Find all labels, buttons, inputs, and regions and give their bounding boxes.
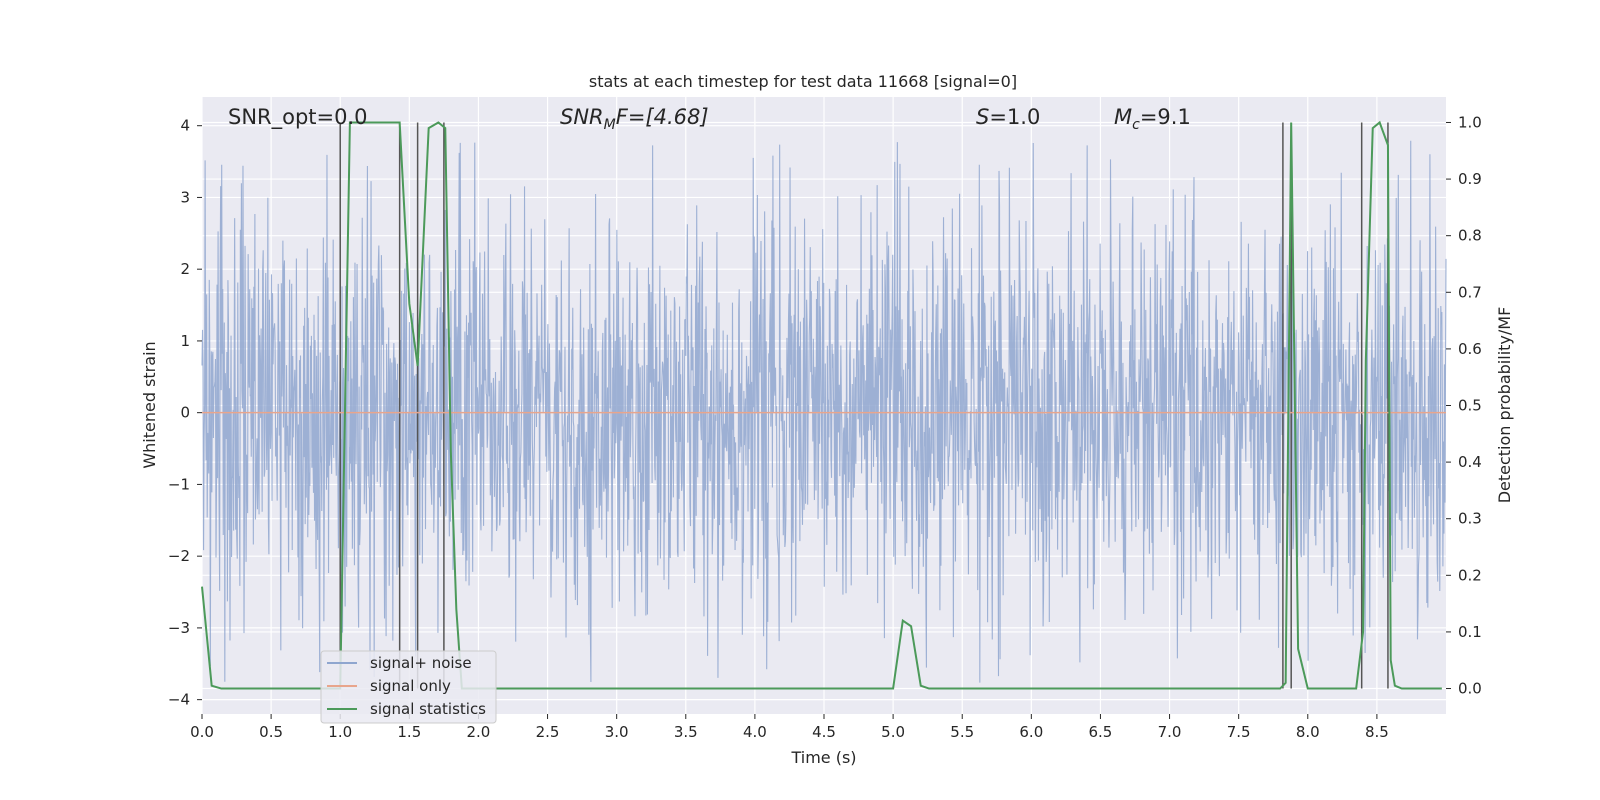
x-tick-label: 1.5 — [397, 723, 421, 741]
x-tick-label: 7.5 — [1227, 723, 1251, 741]
y-right-tick-label: 0.4 — [1458, 453, 1482, 471]
legend-label-statistics: signal statistics — [370, 700, 486, 718]
snr-mf-subscript: M — [604, 117, 616, 133]
snr-mf-prefix: SNR — [560, 105, 604, 129]
noise-line — [201, 140, 1447, 683]
y-right-tick-label: 0.0 — [1458, 680, 1482, 698]
x-tick-label: 0.5 — [259, 723, 283, 741]
y-tick-label: 4 — [180, 117, 190, 135]
y-tick-label: −2 — [168, 547, 190, 565]
s-annotation: S=1.0 — [976, 105, 1040, 129]
snr-opt-annotation: SNR_opt=0.0 — [228, 105, 368, 130]
y-right-tick-label: 0.8 — [1458, 227, 1482, 245]
mc-symbol: M — [1114, 105, 1132, 129]
x-tick-label: 1.0 — [328, 723, 352, 741]
x-tick-label: 2.0 — [467, 723, 491, 741]
signal-noise-series — [201, 140, 1447, 683]
y-axis-label: Whitened strain — [140, 341, 159, 468]
y-tick-label: 2 — [180, 260, 190, 278]
y-tick-label: −1 — [168, 475, 190, 493]
mc-subscript: c — [1132, 117, 1140, 133]
y-right-tick-label: 0.3 — [1458, 510, 1482, 528]
y-right-tick-label: 0.5 — [1458, 397, 1482, 415]
y-tick-label: 1 — [180, 332, 190, 350]
x-tick-label: 5.5 — [950, 723, 974, 741]
s-symbol: S — [976, 105, 989, 129]
y-tick-label: 3 — [180, 188, 190, 206]
snr-mf-tail: F=[4.68] — [616, 105, 709, 129]
mc-annotation: Mc=9.1 — [1114, 105, 1191, 133]
y-right-tick-label: 0.9 — [1458, 170, 1482, 188]
y-right-tick-label: 0.1 — [1458, 623, 1482, 641]
y-right-tick-label: 1.0 — [1458, 113, 1482, 131]
statistics-line — [201, 120, 1442, 690]
x-tick-label: 6.5 — [1089, 723, 1113, 741]
legend: signal+ noise signal only signal statist… — [320, 650, 497, 724]
y-tick-label: −3 — [168, 619, 190, 637]
x-tick-label: 4.0 — [743, 723, 767, 741]
mc-value: =9.1 — [1140, 105, 1191, 129]
y-right-axis-label: Detection probability/MF — [1495, 307, 1514, 504]
x-axis-ticks: 0.0 0.5 1.0 1.5 2.0 2.5 3.0 3.5 4.0 4.5 5.0 5.5 6.0 6… — [190, 714, 1389, 741]
x-tick-label: 0.0 — [190, 723, 214, 741]
s-value: =1.0 — [989, 105, 1040, 129]
legend-label-signal-only: signal only — [370, 677, 451, 695]
y-right-tick-label: 0.6 — [1458, 340, 1482, 358]
x-tick-label: 6.0 — [1019, 723, 1043, 741]
y-right-axis-ticks: 1.0 0.9 0.8 0.7 0.6 0.5 0.4 0.3 0.2 0.1 0.0 — [1446, 113, 1482, 698]
y-right-tick-label: 0.2 — [1458, 566, 1482, 584]
chart-title: stats at each timestep for test data 116… — [589, 72, 1017, 91]
x-tick-label: 4.5 — [812, 723, 836, 741]
x-tick-label: 3.0 — [605, 723, 629, 741]
y-right-tick-label: 0.7 — [1458, 283, 1482, 301]
y-tick-label: −4 — [168, 691, 190, 709]
legend-label-noise: signal+ noise — [370, 654, 472, 672]
x-tick-label: 7.0 — [1158, 723, 1182, 741]
y-axis-ticks: 4 3 2 1 0 −1 −2 −3 −4 — [168, 117, 202, 709]
x-tick-label: 8.5 — [1365, 723, 1389, 741]
legend-box — [320, 650, 497, 724]
signal-statistics-series — [201, 120, 1442, 690]
x-tick-label: 5.0 — [881, 723, 905, 741]
y-tick-label: 0 — [180, 404, 190, 422]
x-tick-label: 8.0 — [1296, 723, 1320, 741]
snr-mf-annotation: SNRMF=[4.68] — [560, 105, 709, 133]
x-axis-label: Time (s) — [790, 748, 856, 767]
x-tick-label: 2.5 — [536, 723, 560, 741]
x-tick-label: 3.5 — [674, 723, 698, 741]
